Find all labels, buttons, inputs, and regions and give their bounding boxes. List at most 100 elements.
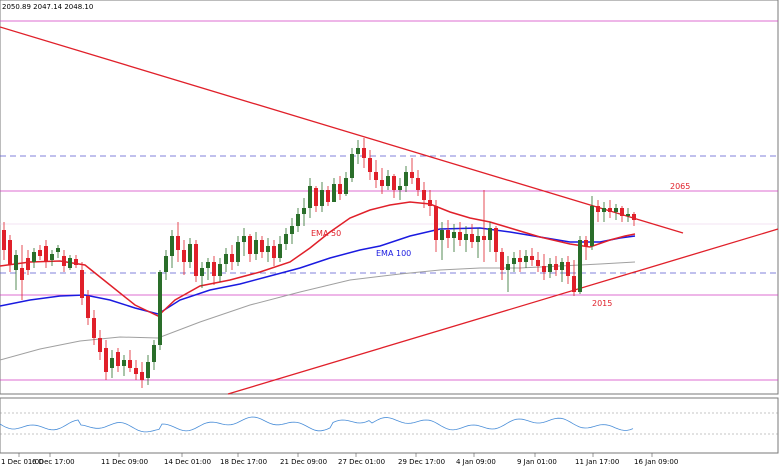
candle-body bbox=[170, 236, 174, 256]
candle-body bbox=[476, 236, 480, 242]
candle-body bbox=[446, 230, 450, 238]
candle-body bbox=[392, 176, 396, 190]
candle-body bbox=[290, 226, 294, 234]
oscillator-panel bbox=[0, 397, 779, 454]
candle-body bbox=[368, 158, 372, 172]
candle-body bbox=[320, 190, 324, 206]
trendlines[interactable] bbox=[0, 26, 779, 395]
time-axis-label: 16 Jan 09:00 bbox=[634, 458, 678, 466]
candle-body bbox=[602, 208, 606, 212]
candle-body bbox=[230, 254, 234, 262]
candle-body bbox=[338, 184, 342, 194]
candle-body bbox=[188, 244, 192, 262]
candle-body bbox=[74, 259, 78, 265]
candle-body bbox=[302, 208, 306, 214]
candle-body bbox=[530, 256, 534, 260]
candle-body bbox=[2, 230, 6, 250]
candle-body bbox=[134, 368, 138, 374]
candle-body bbox=[284, 234, 288, 244]
candle-body bbox=[374, 172, 378, 180]
time-axis-label: 29 Dec 17:00 bbox=[398, 458, 445, 466]
time-axis-label: 1 Dec 01:00 bbox=[1, 458, 44, 466]
candle-body bbox=[266, 246, 270, 252]
candle-body bbox=[98, 338, 102, 352]
candle-body bbox=[308, 186, 312, 208]
candle-body bbox=[296, 214, 300, 226]
candle-body bbox=[386, 176, 390, 186]
candlesticks bbox=[2, 138, 636, 388]
candle-body bbox=[626, 214, 630, 216]
candle-body bbox=[62, 256, 66, 266]
candle-body bbox=[452, 232, 456, 238]
candle-body bbox=[494, 228, 498, 252]
candle-body bbox=[500, 252, 504, 270]
candle-body bbox=[68, 258, 72, 268]
candle-body bbox=[578, 240, 582, 292]
candle-body bbox=[200, 268, 204, 276]
candle-body bbox=[140, 372, 144, 380]
candle-body bbox=[80, 270, 84, 298]
candle-body bbox=[440, 230, 444, 240]
candle-body bbox=[164, 256, 168, 272]
candle-body bbox=[92, 318, 96, 338]
candle-body bbox=[8, 240, 12, 265]
candle-body bbox=[464, 234, 468, 240]
candle-body bbox=[614, 208, 618, 212]
candle-body bbox=[524, 256, 528, 262]
candle-body bbox=[332, 184, 336, 202]
candle-body bbox=[44, 246, 48, 262]
descending-trendline bbox=[0, 26, 684, 234]
candle-body bbox=[152, 345, 156, 362]
candle-body bbox=[482, 236, 486, 240]
resistance-level-label: 2065 bbox=[670, 182, 690, 191]
candle-body bbox=[422, 190, 426, 200]
candle-body bbox=[86, 296, 90, 318]
candle-body bbox=[32, 252, 36, 262]
candle-body bbox=[176, 236, 180, 250]
candle-body bbox=[116, 352, 120, 366]
candle-body bbox=[128, 360, 132, 368]
ema100-label: EMA 100 bbox=[376, 249, 411, 258]
time-axis-label: 14 Dec 01:00 bbox=[164, 458, 211, 466]
candle-body bbox=[518, 258, 522, 262]
candle-body bbox=[410, 172, 414, 178]
candle-body bbox=[26, 258, 30, 270]
candle-body bbox=[488, 228, 492, 240]
candle-body bbox=[536, 260, 540, 266]
candle-body bbox=[596, 206, 600, 212]
time-axis-label: 11 Jan 17:00 bbox=[575, 458, 619, 466]
candle-body bbox=[104, 348, 108, 372]
candle-body bbox=[158, 272, 162, 345]
candle-body bbox=[224, 254, 228, 264]
candle-body bbox=[506, 264, 510, 270]
time-axis-label: 11 Dec 09:00 bbox=[101, 458, 148, 466]
candle-body bbox=[512, 258, 516, 264]
oscillator-line bbox=[0, 416, 634, 433]
main-panel bbox=[0, 0, 779, 395]
time-axis: 1 Dec 01:006 Dec 17:00 11 Dec 09:00 14 Dec… bbox=[1, 453, 678, 466]
candle-body bbox=[182, 250, 186, 262]
candle-body bbox=[248, 236, 252, 254]
candle-body bbox=[314, 188, 318, 206]
candle-body bbox=[56, 248, 60, 252]
candle-body bbox=[572, 276, 576, 292]
candle-body bbox=[344, 178, 348, 194]
candle-body bbox=[146, 362, 150, 378]
candle-body bbox=[548, 264, 552, 272]
candle-body bbox=[554, 264, 558, 270]
horizontal-levels bbox=[0, 20, 778, 381]
ohlc-readout: 2050.89 2047.14 2048.10 bbox=[2, 3, 93, 11]
candle-body bbox=[434, 206, 438, 240]
time-axis-label: 9 Jan 01:00 bbox=[517, 458, 557, 466]
time-axis-label: 27 Dec 01:00 bbox=[338, 458, 385, 466]
candle-body bbox=[110, 358, 114, 368]
candle-body bbox=[632, 214, 636, 220]
ascending-trendline bbox=[227, 228, 779, 395]
time-axis-label: 4 Jan 09:00 bbox=[456, 458, 496, 466]
candle-body bbox=[416, 178, 420, 190]
candle-body bbox=[404, 172, 408, 186]
oscillator bbox=[0, 412, 778, 435]
candle-body bbox=[218, 264, 222, 276]
